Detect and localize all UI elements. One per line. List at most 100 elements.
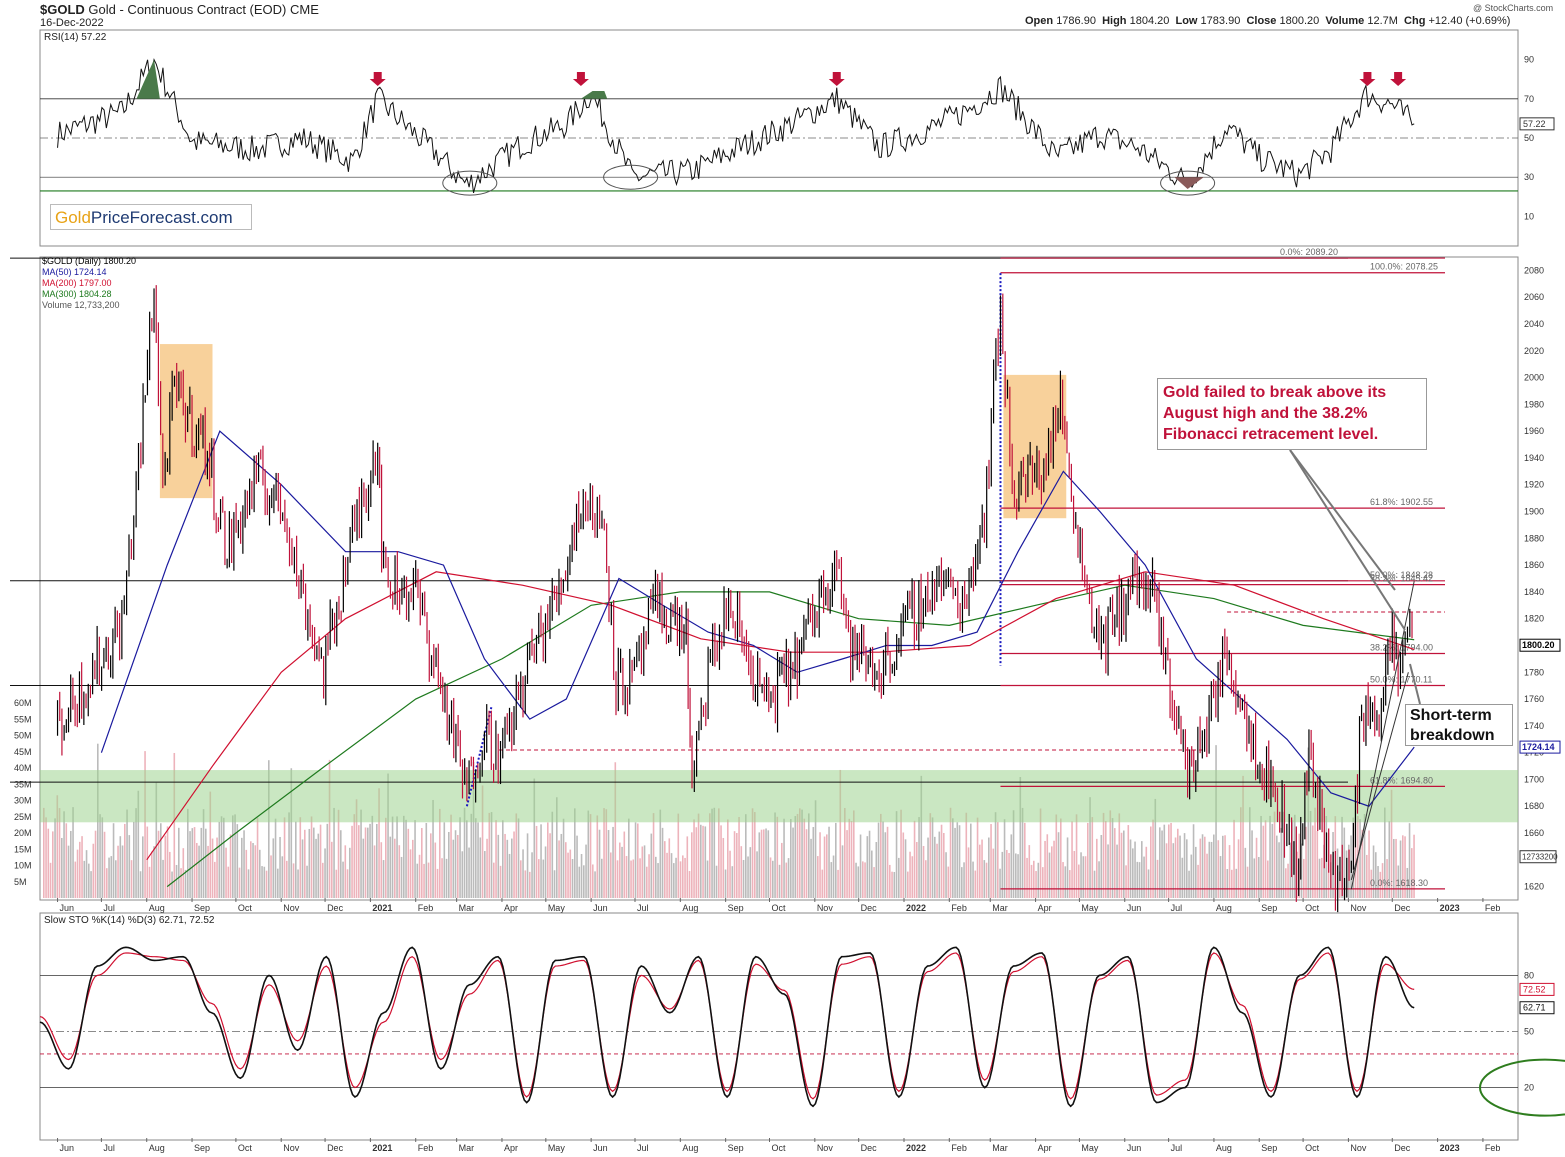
volume-bar [936,843,938,898]
volume-bar [232,815,234,898]
volume-bar [434,842,437,898]
volume-bar [101,817,104,898]
volume-bar [670,853,673,898]
volume-bar [1253,858,1256,898]
x-tick-label: Nov [283,903,300,913]
volume-bar [1246,866,1249,898]
volume-bar [43,807,45,898]
volume-bar [974,870,977,898]
volume-bar [121,845,124,898]
legend-ma200: MA(200) 1797.00 [42,278,112,288]
x-tick-label: Feb [951,1143,967,1153]
x-tick-label: Dec [1394,903,1411,913]
volume-bar [1127,825,1130,898]
volume-bar [1267,860,1269,898]
volume-bar [216,837,218,898]
volume-bar [1240,807,1242,898]
volume-bar [664,841,666,898]
volume-bar [299,817,302,898]
open-value: 1786.90 [1056,15,1096,27]
rsi-oversold-fill [1174,177,1204,189]
volume-bar [934,836,936,898]
volume-bar [1199,838,1202,898]
volume-bar [580,854,583,898]
volume-bar [844,807,846,898]
red-down-arrow [1390,72,1407,86]
volume-bar [1152,819,1154,898]
rsi-y-tick: 50 [1524,133,1534,143]
volume-bar [533,778,536,898]
x-tick-label: Jun [60,903,75,913]
volume-bar [1402,835,1404,898]
volume-bar [691,832,693,898]
volume-bar [85,850,88,898]
volume-bar [733,831,736,898]
volume-bar [63,811,65,898]
volume-bar [1354,821,1357,898]
volume-bar [1102,812,1105,898]
volume-bar [220,816,223,898]
red-down-arrow [369,72,386,86]
legend-volume: Volume 12,733,200 [42,300,120,310]
x-tick-label: Aug [1216,1143,1232,1153]
volume-bar [333,807,335,898]
volume-bar [706,860,709,898]
volume-bar [628,818,630,898]
volume-bar [466,820,468,898]
volume-bar [1048,852,1051,898]
volume-bar [358,825,360,898]
x-tick-label: 2023 [1440,1143,1460,1153]
volume-bar [1141,841,1143,898]
volume-bar [747,856,749,898]
ma300-line [166,584,1415,888]
volume-bar [1046,834,1049,898]
volume-bar [524,870,527,898]
volume-current-label: 12733200 [1522,853,1558,862]
volume-bar [1379,871,1382,898]
volume-bar [799,808,801,898]
close-value: 1800.20 [1279,15,1320,27]
volume-bar [49,862,52,898]
volume-bar [1030,864,1033,898]
volume-bar [331,841,333,898]
volume-bar [261,866,263,898]
volume-bar [549,833,551,898]
volume-bar [254,845,257,898]
rsi-circle-marker [1160,170,1216,196]
volume-bar [547,822,549,898]
volume-bar [486,838,488,898]
volume-bar [760,829,763,898]
volume-bar [511,838,513,898]
volume-bar [252,843,254,898]
volume-bar [506,839,509,898]
volume-bar [207,845,209,898]
volume-bar [1217,840,1220,898]
volume-bar [495,820,497,898]
x-tick-label: 2021 [372,903,392,913]
volume-bar [1143,856,1145,898]
volume-bar [304,829,306,898]
breakdown-line-2: breakdown [1410,727,1495,744]
x-tick-label: Sep [194,1143,210,1153]
price-y-tick: 2020 [1524,346,1544,356]
volume-bar [385,817,387,898]
volume-bar [828,826,830,898]
volume-bar [1075,814,1078,898]
volume-bar [763,829,765,898]
volume-bar [1161,830,1163,898]
volume-bar [409,849,412,898]
volume-bar [1051,846,1053,898]
volume-bar [1235,868,1238,898]
volume-bar [313,827,315,898]
x-tick-label: Jun [1127,1143,1142,1153]
volume-bar [1343,827,1346,898]
volume-bar [668,838,671,898]
volume-bar [1062,862,1064,898]
volume-bar [1057,832,1060,898]
volume-bar [864,862,866,898]
volume-bar [792,827,794,898]
volume-bar [1098,861,1100,898]
volume-bar [1089,797,1091,898]
volume-bar [1073,850,1076,898]
volume-bar [223,817,225,898]
